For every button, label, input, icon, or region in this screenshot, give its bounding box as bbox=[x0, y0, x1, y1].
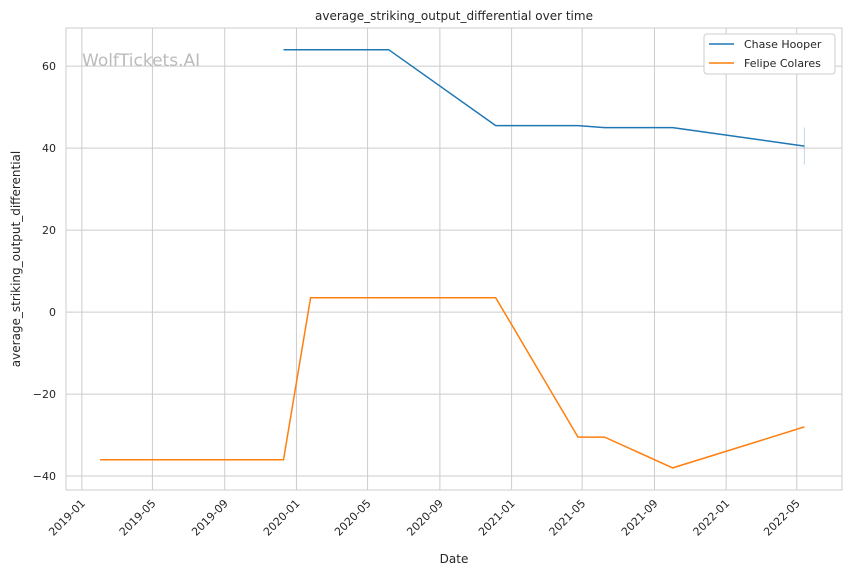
y-tick-label: 40 bbox=[42, 142, 56, 155]
legend: Chase Hooper Felipe Colares bbox=[703, 33, 836, 75]
x-tick-label: 2019-05 bbox=[117, 497, 159, 539]
y-tick-label: 20 bbox=[42, 224, 56, 237]
plot-frame bbox=[65, 27, 843, 491]
grid bbox=[66, 28, 842, 490]
x-tick-label: 2021-01 bbox=[476, 497, 518, 539]
x-tick-labels: 2019-01 2019-05 2019-09 2020-01 2020-05 2020-… bbox=[46, 497, 803, 539]
y-tick-label: −20 bbox=[33, 388, 56, 401]
x-tick-label: 2020-05 bbox=[332, 497, 374, 539]
y-tick-label: 60 bbox=[42, 60, 56, 73]
x-tick-label: 2022-01 bbox=[691, 497, 733, 539]
y-tick-label: −40 bbox=[33, 470, 56, 483]
x-tick-label: 2021-05 bbox=[547, 497, 589, 539]
x-tick-label: 2020-09 bbox=[404, 497, 446, 539]
x-tick-label: 2022-05 bbox=[761, 497, 803, 539]
x-axis-label: Date bbox=[440, 552, 469, 566]
x-tick-label: 2019-09 bbox=[189, 497, 231, 539]
x-tick-label: 2021-09 bbox=[619, 497, 661, 539]
legend-label-chase-hooper: Chase Hooper bbox=[744, 38, 822, 51]
y-tick-labels: −40 −20 0 20 40 60 bbox=[33, 60, 56, 483]
y-tick-label: 0 bbox=[49, 306, 56, 319]
series-line-chase-hooper bbox=[283, 48, 805, 147]
legend-label-felipe-colares: Felipe Colares bbox=[744, 57, 821, 70]
x-tick-label: 2020-01 bbox=[261, 497, 303, 539]
chart-title: average_striking_output_differential ove… bbox=[315, 9, 593, 23]
y-axis-label: average_striking_output_differential bbox=[9, 151, 23, 367]
legend-box bbox=[703, 33, 836, 75]
watermark: WolfTickets.AI bbox=[82, 51, 200, 71]
series-group bbox=[100, 48, 805, 469]
series-line-felipe-colares bbox=[100, 296, 805, 469]
x-tick-label: 2019-01 bbox=[46, 497, 88, 539]
